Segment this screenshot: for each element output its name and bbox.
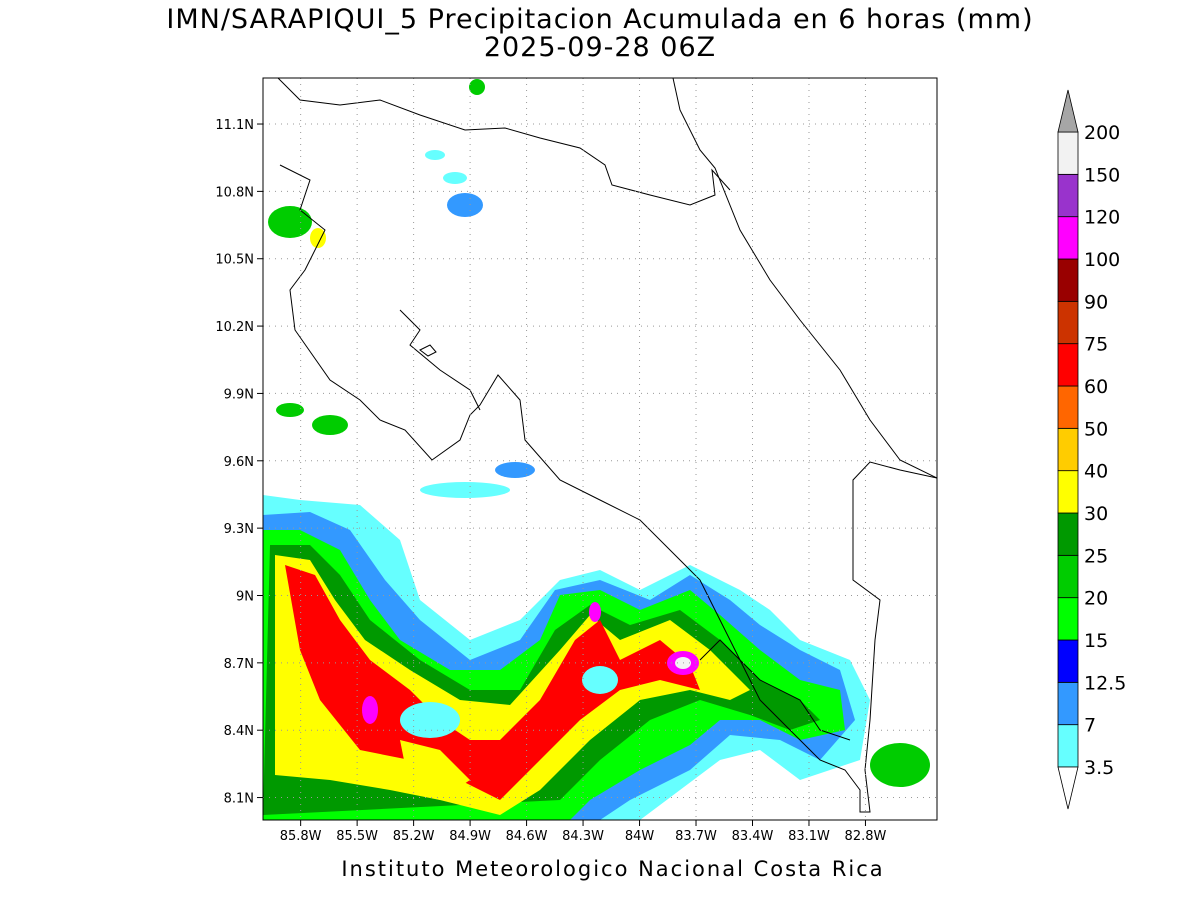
lat-tick-label: 9.6N — [224, 455, 254, 470]
lon-tick-label: 85.2W — [393, 829, 435, 844]
lon-tick-label: 85.8W — [280, 829, 322, 844]
colorbar-label: 12.5 — [1084, 672, 1126, 694]
colorbar-box — [1057, 216, 1079, 260]
lat-tick-label: 8.7N — [224, 657, 254, 672]
colorbar-label: 150 — [1084, 164, 1120, 186]
colorbar: 3.5 7 12.5 15 20 25 30 40 50 60 75 90 100 120 150 200 — [1057, 89, 1126, 810]
colorbar-box — [1057, 597, 1079, 641]
lat-tick-label: 10.8N — [215, 185, 254, 200]
colorbar-label: 3.5 — [1084, 757, 1114, 779]
colorbar-label: 15 — [1084, 630, 1108, 652]
colorbar-box — [1057, 427, 1079, 472]
lon-tick-label: 84W — [625, 829, 655, 844]
lat-tick-label: 10.2N — [215, 320, 254, 335]
colorbar-box — [1057, 639, 1079, 683]
map-frame — [262, 77, 938, 821]
colorbar-box — [1057, 258, 1079, 302]
map-title: IMN/SARAPIQUI_5 Precipitacion Acumulada … — [166, 4, 1033, 35]
lon-tick-label: 84.6W — [506, 829, 548, 844]
precipitation-field — [263, 79, 930, 820]
colorbar-label: 100 — [1084, 249, 1120, 271]
colorbar-box — [1057, 173, 1079, 218]
lat-tick-label: 9.3N — [224, 522, 254, 537]
lon-tick-label: 82.8W — [845, 829, 887, 844]
colorbar-label: 30 — [1084, 503, 1108, 525]
colorbar-box — [1057, 300, 1079, 345]
axes: 11.1N 10.8N 10.5N 10.2N 9.9N 9.6N 9.3N 9N 8.7N 8.… — [215, 78, 937, 844]
colorbar-under — [1057, 766, 1079, 810]
lon-tick-label: 85.5W — [336, 829, 378, 844]
colorbar-box — [1057, 385, 1079, 429]
colorbar-label: 25 — [1084, 545, 1108, 567]
colorbar-box — [1057, 724, 1079, 768]
colorbar-box — [1057, 681, 1079, 726]
lon-tick-label: 83.1W — [788, 829, 830, 844]
colorbar-over — [1057, 89, 1079, 133]
colorbar-box — [1057, 554, 1079, 599]
coastlines — [277, 78, 937, 813]
lat-tick-label: 9.9N — [224, 387, 254, 402]
colorbar-label: 60 — [1084, 376, 1108, 398]
lat-tick-label: 10.5N — [215, 253, 254, 268]
lon-tick-label: 83.7W — [675, 829, 717, 844]
colorbar-label: 40 — [1084, 461, 1108, 483]
map-subtitle: 2025-09-28 06Z — [484, 32, 716, 63]
lat-tick-label: 11.1N — [215, 118, 254, 133]
colorbar-label: 7 — [1084, 715, 1096, 737]
colorbar-label: 75 — [1084, 334, 1108, 356]
colorbar-label: 50 — [1084, 418, 1108, 440]
colorbar-box — [1057, 131, 1079, 175]
colorbar-box — [1057, 512, 1079, 556]
colorbar-label: 20 — [1084, 588, 1108, 610]
lat-tick-label: 9N — [236, 589, 254, 604]
lon-tick-label: 84.9W — [449, 829, 491, 844]
colorbar-label: 90 — [1084, 291, 1108, 313]
colorbar-box — [1057, 343, 1079, 387]
colorbar-label: 120 — [1084, 207, 1120, 229]
footer: Instituto Meteorologico Nacional Costa R… — [341, 857, 884, 881]
lat-tick-label: 8.1N — [224, 792, 254, 807]
colorbar-label: 200 — [1084, 122, 1120, 144]
lon-tick-label: 84.3W — [562, 829, 604, 844]
lat-tick-label: 8.4N — [224, 724, 254, 739]
lon-tick-label: 83.4W — [732, 829, 774, 844]
colorbar-box — [1057, 470, 1079, 514]
